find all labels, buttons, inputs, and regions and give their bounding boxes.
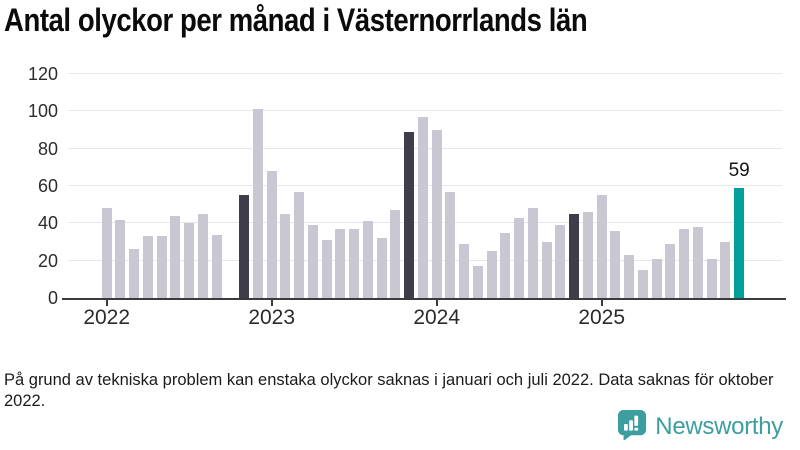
bar-2023-04 xyxy=(307,225,318,298)
bar-2023-08 xyxy=(362,221,373,298)
x-axis-line xyxy=(62,297,786,300)
footnote: På grund av tekniska problem kan enstaka… xyxy=(4,371,774,410)
y-axis-label: 100 xyxy=(27,101,58,122)
bar-2023-11 xyxy=(404,131,415,298)
bar-2025-11 xyxy=(734,187,745,298)
x-tick-label: 2023 xyxy=(248,306,296,329)
bar-2025-01 xyxy=(596,195,607,298)
bar-2025-03 xyxy=(624,255,635,298)
bar-2022-07 xyxy=(184,223,195,298)
bar-2025-09 xyxy=(706,258,717,298)
bar-2025-10 xyxy=(720,241,731,298)
bar-2024-03 xyxy=(459,243,470,298)
value-annotation: 59 xyxy=(728,159,750,181)
x-tick-label: 2025 xyxy=(578,306,626,329)
bar-2022-12 xyxy=(252,109,263,298)
bar-2024-09 xyxy=(541,241,552,298)
y-axis-label: 80 xyxy=(37,138,58,159)
bar-chart-speech-bubble-icon xyxy=(617,409,647,445)
bar-2023-09 xyxy=(376,238,387,298)
x-tick xyxy=(105,300,108,306)
gridline xyxy=(68,110,782,112)
bar-2023-12 xyxy=(417,116,428,298)
bar-2022-09 xyxy=(211,234,222,298)
bar-2022-02 xyxy=(115,219,126,298)
y-axis-label: 0 xyxy=(47,288,58,308)
bar-2023-10 xyxy=(390,210,401,298)
bar-2025-08 xyxy=(692,227,703,298)
bar-2025-02 xyxy=(610,230,621,298)
bar-2023-02 xyxy=(280,213,291,298)
bar-2024-04 xyxy=(472,266,483,298)
bar-2024-07 xyxy=(514,217,525,298)
bar-2024-02 xyxy=(445,191,456,298)
y-axis-label: 60 xyxy=(37,175,58,196)
bar-2022-05 xyxy=(156,236,167,298)
bar-2023-03 xyxy=(294,191,305,298)
x-tick xyxy=(435,300,438,306)
bar-2024-05 xyxy=(486,251,497,298)
bar-2025-06 xyxy=(665,243,676,298)
bar-2023-05 xyxy=(321,240,332,298)
bar-2025-05 xyxy=(651,258,662,298)
bar-2024-08 xyxy=(527,208,538,298)
bar-2022-06 xyxy=(170,215,181,298)
page-title: Antal olyckor per månad i Västernorrland… xyxy=(4,2,588,38)
bar-2024-10 xyxy=(555,225,566,298)
x-tick-label: 2024 xyxy=(413,306,461,329)
x-tick xyxy=(600,300,603,306)
gridline xyxy=(68,72,782,74)
bar-2023-01 xyxy=(266,170,277,298)
bar-2022-04 xyxy=(142,236,153,298)
bar-2025-07 xyxy=(679,228,690,298)
x-tick xyxy=(270,300,273,306)
bar-2024-11 xyxy=(569,213,580,298)
y-axis-label: 20 xyxy=(37,250,58,271)
newsworthy-logo-text: Newsworthy xyxy=(655,413,783,440)
bar-2022-08 xyxy=(197,213,208,298)
y-axis-label: 40 xyxy=(37,213,58,234)
bar-2023-07 xyxy=(349,228,360,298)
bar-2024-12 xyxy=(582,212,593,298)
newsworthy-logo: Newsworthy xyxy=(617,409,783,445)
bar-2025-04 xyxy=(637,269,648,298)
bar-2022-11 xyxy=(239,195,250,298)
y-axis-label: 120 xyxy=(27,63,58,84)
x-tick-label: 2022 xyxy=(83,306,131,329)
bar-2024-01 xyxy=(431,129,442,298)
bar-2022-01 xyxy=(101,208,112,298)
bar-2023-06 xyxy=(335,228,346,298)
bar-2024-06 xyxy=(500,232,511,298)
bar-2022-03 xyxy=(129,249,140,298)
